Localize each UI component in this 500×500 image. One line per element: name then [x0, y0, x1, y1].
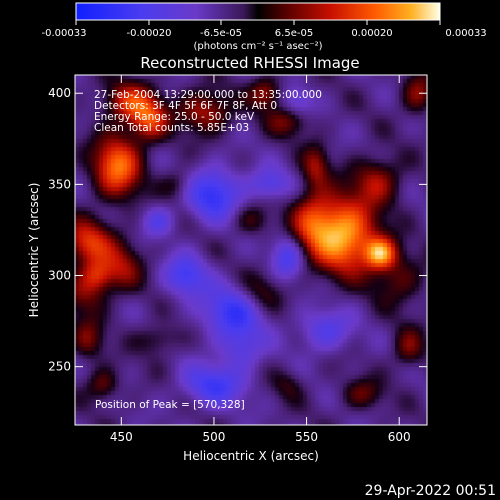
annotation-clean: Clean Total counts: 5.85E+03: [94, 122, 249, 134]
x-tick-label: 450: [110, 430, 133, 444]
x-tick-label: 500: [202, 430, 225, 444]
heatmap-canvas: [75, 75, 427, 425]
colorbar-tick-label: 0.00020: [351, 28, 392, 39]
y-axis: 250 300 350 400: [48, 86, 427, 374]
plot-frame: [74, 74, 428, 426]
colorbar: [75, 2, 441, 21]
y-tick-label: 350: [48, 177, 71, 191]
y-axis-label: Heliocentric Y (arcsec): [27, 183, 41, 318]
colorbar-tick-label: -6.5e-05: [200, 28, 242, 39]
x-tick-label: 550: [295, 430, 318, 444]
chart-title: Reconstructed RHESSI Image: [140, 54, 359, 72]
y-tick-label: 400: [48, 86, 71, 100]
annotation-energy: Energy Range: 25.0 - 50.0 keV: [94, 111, 255, 123]
heatmap-area: [75, 75, 427, 425]
x-tick-label: 600: [388, 430, 411, 444]
annotation-time: 27-Feb-2004 13:29:00.000 to 13:35:00.000: [94, 89, 322, 101]
colorbar-units: (photons cm⁻² s⁻¹ asec⁻²): [193, 41, 322, 52]
annotation-detectors: Detectors: 3F 4F 5F 6F 7F 8F, Att 0: [94, 100, 277, 112]
x-axis-label: Heliocentric X (arcsec): [183, 449, 319, 463]
peak-label: Position of Peak = [570,328]: [95, 399, 245, 411]
colorbar-ticks: [75, 20, 441, 25]
y-tick-label: 250: [48, 360, 71, 374]
y-tick-label: 300: [48, 269, 71, 283]
colorbar-tick-label: 6.5e-05: [275, 28, 313, 39]
colorbar-tick-label: -0.00033: [42, 28, 87, 39]
colorbar-tick-label: 0.00033: [445, 28, 486, 39]
timestamp: 29-Apr-2022 00:51: [365, 483, 496, 499]
colorbar-tick-label: -0.00020: [127, 28, 172, 39]
x-axis: 450 500 550 600: [110, 75, 411, 444]
